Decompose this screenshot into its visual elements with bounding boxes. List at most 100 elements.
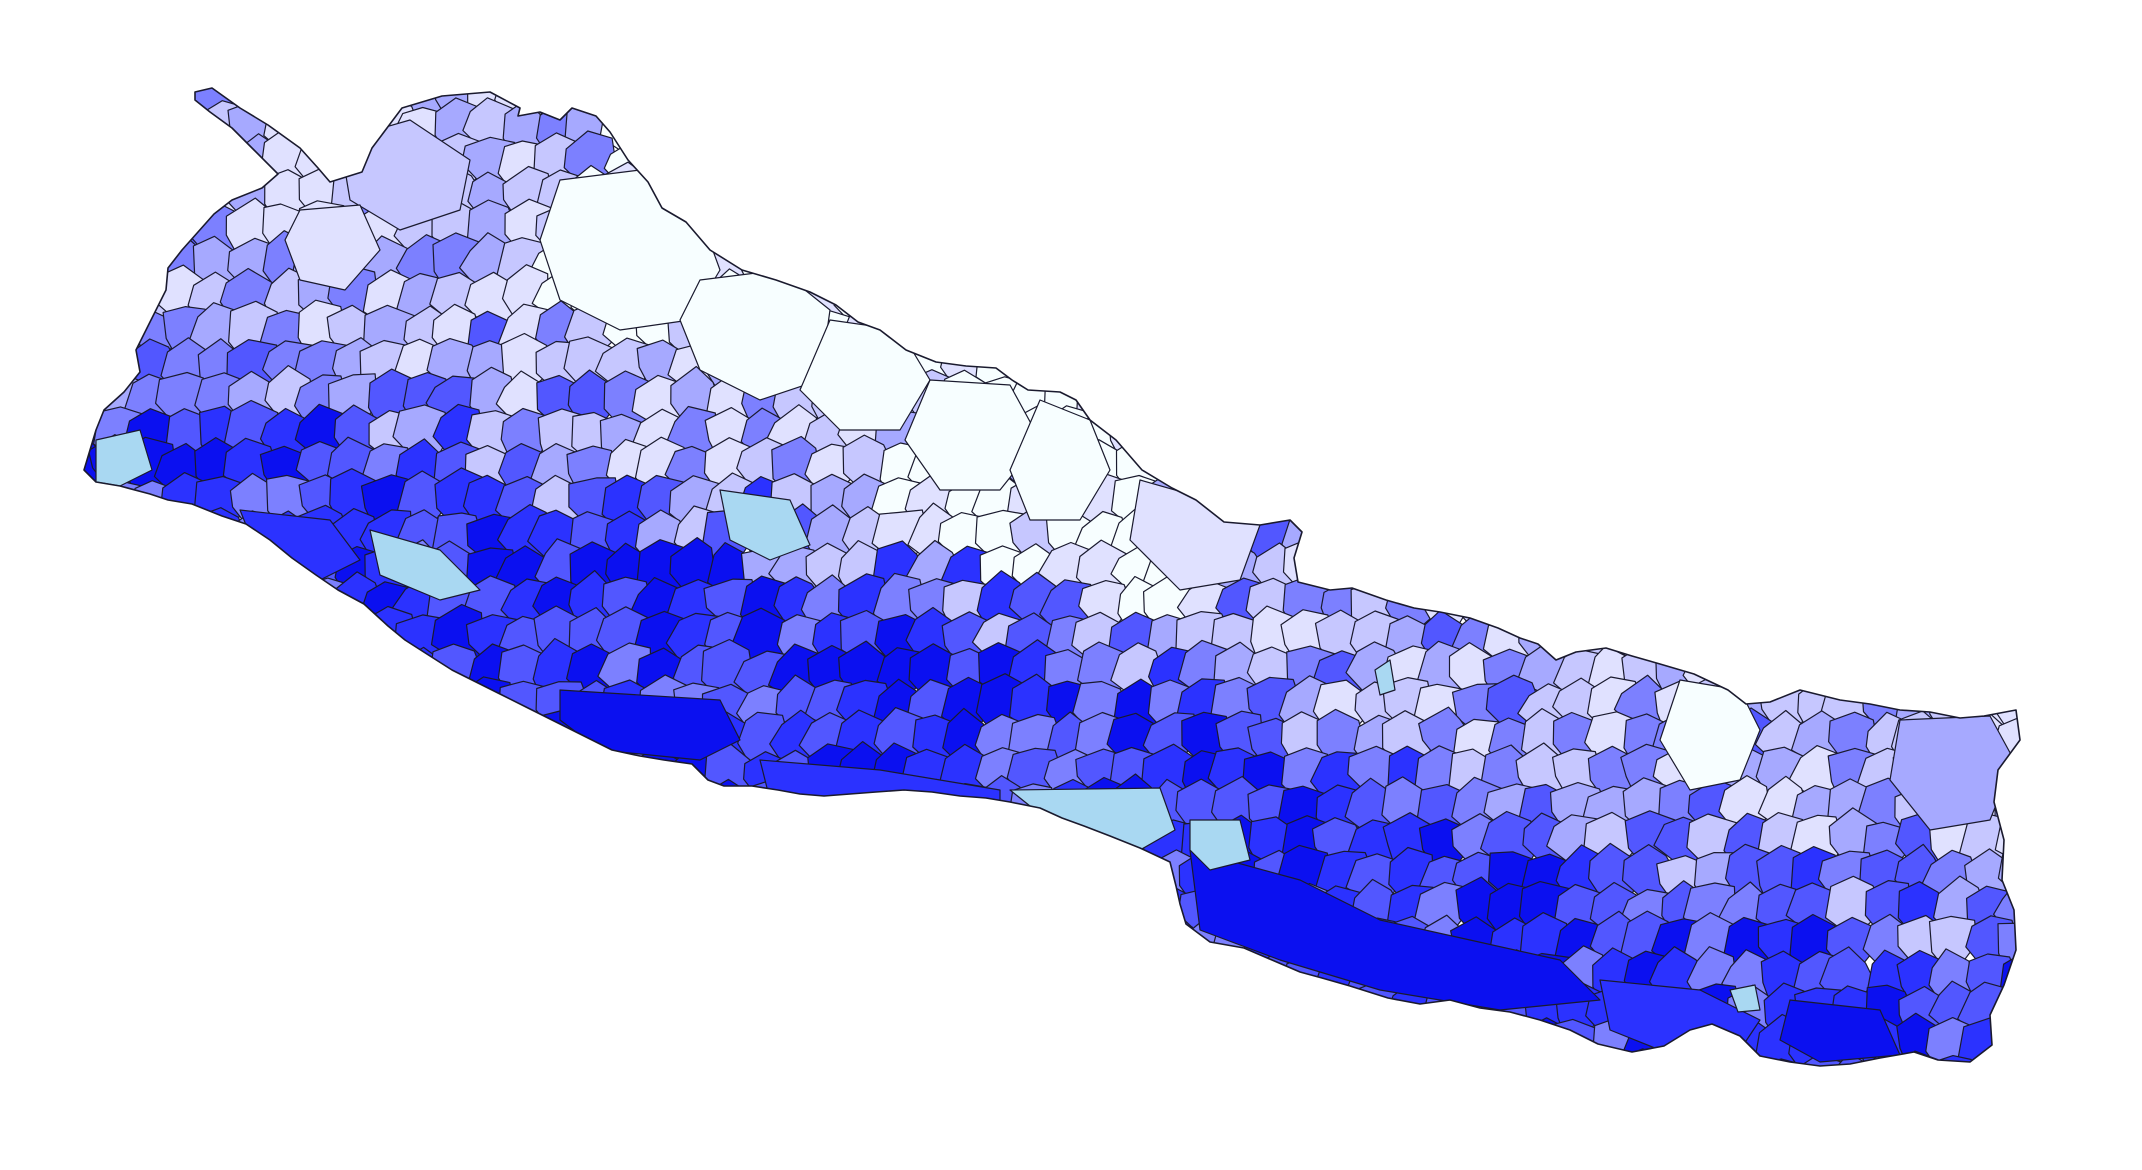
map-region [1479, 97, 1541, 152]
map-region [632, 989, 690, 1037]
map-region [1180, 1022, 1234, 1066]
map-region [909, 818, 966, 871]
map-region [1892, 439, 1944, 499]
map-region [25, 337, 78, 393]
map-region [84, 946, 109, 1002]
map-region [1248, 266, 1305, 324]
map-region [299, 949, 352, 1004]
map-region [1756, 441, 1808, 498]
map-region [329, 644, 388, 703]
map-region [1273, 268, 1331, 328]
map-region [84, 848, 107, 904]
map-region [1686, 341, 1743, 390]
map-region [84, 916, 111, 975]
map-region [425, 916, 486, 966]
map-region [772, 1016, 823, 1066]
map-region [124, 242, 173, 296]
map-region [327, 980, 384, 1035]
map-region [461, 784, 518, 839]
map-region [534, 749, 586, 804]
map-region [158, 751, 213, 805]
map-region [1826, 367, 1876, 426]
map-region [1487, 435, 1534, 492]
map-region [1420, 273, 1474, 325]
map-region [1863, 104, 1915, 155]
map-region [1378, 199, 1437, 257]
map-region [2000, 272, 2020, 328]
map-region [1793, 611, 1852, 671]
map-region [1516, 301, 1578, 359]
map-region [84, 512, 115, 566]
map-region [1995, 97, 2020, 156]
map-region [1075, 202, 1127, 249]
map-region [23, 714, 72, 765]
map-region [1484, 474, 1539, 530]
map-region [260, 811, 315, 865]
map-region [394, 880, 452, 938]
map-region [1348, 341, 1403, 394]
map-region [1148, 332, 1202, 388]
map-region [1957, 1055, 2016, 1066]
map-region [1520, 574, 1579, 631]
map-region [1654, 88, 1712, 115]
map-region [18, 273, 74, 324]
map-region [976, 309, 1031, 358]
map-region [190, 643, 244, 698]
map-region [1551, 547, 1609, 603]
map-region [1616, 468, 1676, 525]
map-region [1249, 987, 1297, 1039]
map-region [123, 204, 175, 256]
map-region [1689, 510, 1742, 561]
map-region [1014, 1020, 1067, 1066]
map-region [1586, 575, 1643, 626]
map-region [770, 28, 830, 80]
map-region [1208, 303, 1266, 361]
map-region [1654, 343, 1712, 400]
map-region [363, 776, 415, 835]
map-region [2026, 471, 2086, 523]
map-region [874, 200, 926, 253]
map-region [1109, 342, 1164, 390]
map-region [1010, 1049, 1064, 1066]
map-region [84, 337, 114, 393]
map-region [1107, 88, 1165, 116]
map-region [703, 979, 761, 1038]
map-region [634, 778, 686, 833]
map-region [256, 88, 313, 121]
map-region [1282, 987, 1332, 1038]
map-region [190, 1019, 247, 1066]
map-region [23, 949, 75, 1005]
map-region [1280, 172, 1331, 220]
map-region [261, 876, 321, 936]
map-region [256, 88, 314, 93]
map-region [836, 137, 893, 187]
map-region [871, 130, 925, 191]
map-region [805, 1054, 856, 1066]
map-region [361, 1055, 419, 1066]
map-region [193, 706, 245, 767]
map-region [1552, 304, 1609, 356]
map-region [1350, 171, 1402, 228]
map-region [1554, 408, 1609, 463]
map-region [1216, 990, 1269, 1042]
map-region [839, 953, 890, 1003]
map-region [1212, 337, 1269, 389]
map-region [703, 954, 759, 1005]
map-region [937, 850, 992, 905]
map-region [562, 777, 621, 835]
map-region [95, 781, 149, 836]
map-region [837, 882, 891, 941]
map-region [1379, 1049, 1432, 1066]
map-region [1382, 477, 1432, 532]
map-region [704, 846, 755, 900]
map-region [1729, 88, 1784, 89]
map-region [297, 909, 348, 968]
map-region [1345, 88, 1404, 127]
map-region [367, 984, 422, 1044]
map-region [1281, 29, 1338, 80]
map-region [92, 88, 141, 90]
map-region [498, 951, 553, 1004]
map-region [25, 205, 80, 257]
map-region [1453, 231, 1507, 286]
map-region [769, 88, 822, 121]
